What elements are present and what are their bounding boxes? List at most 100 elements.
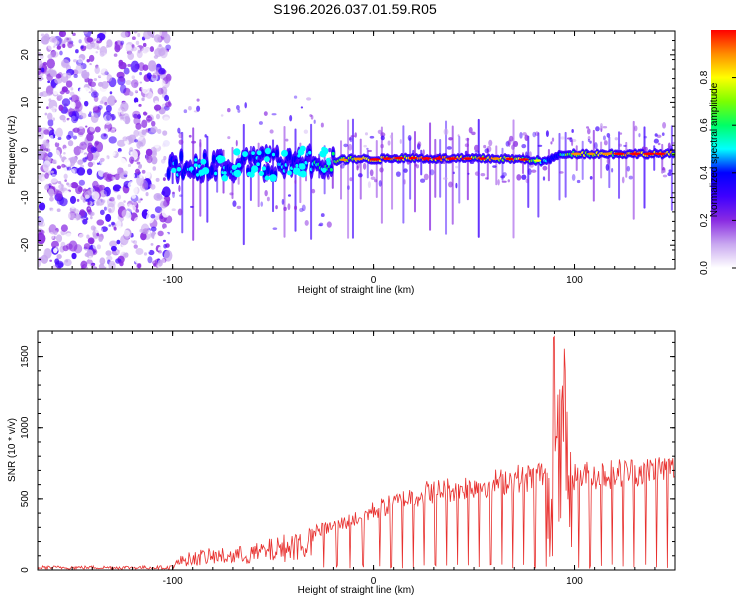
noise-speckle bbox=[38, 122, 44, 129]
spectral-streak bbox=[625, 141, 628, 178]
noise-speckle bbox=[82, 218, 88, 225]
noise-speckle bbox=[54, 77, 63, 84]
noise-speckle bbox=[154, 100, 159, 105]
noise-speckle bbox=[85, 185, 89, 189]
noise-speckle bbox=[157, 79, 166, 87]
spectral-speckle bbox=[369, 169, 374, 177]
noise-speckle bbox=[162, 239, 166, 243]
noise-speckle bbox=[157, 230, 164, 237]
noise-speckle bbox=[50, 170, 54, 174]
noise-speckle bbox=[63, 159, 71, 166]
noise-speckle bbox=[45, 183, 50, 188]
spectral-streak bbox=[495, 145, 498, 186]
ridge-hotspot bbox=[353, 157, 364, 161]
colorbar-tick-label: 0.2 bbox=[699, 213, 710, 227]
ridge-blob bbox=[292, 167, 301, 175]
noise-speckle bbox=[145, 109, 150, 113]
noise-speckle bbox=[141, 169, 146, 174]
noise-speckle bbox=[75, 63, 84, 74]
spectral-speckle bbox=[349, 177, 353, 182]
noise-speckle bbox=[101, 81, 109, 89]
noise-speckle bbox=[157, 259, 163, 267]
spectrogram-x-label: Height of straight line (km) bbox=[298, 285, 415, 296]
noise-speckle bbox=[47, 80, 51, 84]
noise-speckle bbox=[99, 51, 105, 57]
spectral-speckle bbox=[171, 191, 175, 195]
spectral-speckle bbox=[287, 194, 292, 197]
noise-speckle bbox=[106, 74, 113, 82]
spectral-streak bbox=[375, 139, 378, 198]
noise-speckle bbox=[86, 152, 94, 162]
noise-speckle bbox=[116, 226, 124, 234]
noise-speckle bbox=[111, 221, 115, 226]
noise-speckle bbox=[72, 32, 76, 37]
spectral-streak bbox=[192, 127, 195, 241]
noise-speckle bbox=[148, 200, 154, 206]
noise-speckle bbox=[66, 182, 70, 186]
noise-speckle bbox=[91, 112, 95, 117]
noise-speckle bbox=[92, 151, 100, 158]
spectral-streak bbox=[366, 149, 369, 179]
noise-speckle bbox=[137, 263, 142, 269]
noise-speckle bbox=[138, 103, 142, 107]
spectral-streak bbox=[458, 136, 461, 204]
spectral-speckle bbox=[626, 165, 631, 172]
noise-speckle bbox=[54, 141, 60, 148]
noise-speckle bbox=[97, 55, 106, 64]
noise-speckle bbox=[139, 179, 149, 192]
spectral-speckle bbox=[595, 126, 600, 132]
noise-speckle bbox=[142, 111, 148, 116]
spectral-speckle bbox=[387, 140, 391, 146]
spectral-speckle bbox=[237, 109, 241, 113]
spectral-speckle bbox=[600, 122, 603, 129]
noise-speckle bbox=[53, 31, 61, 37]
noise-speckle bbox=[155, 183, 159, 188]
noise-speckle bbox=[163, 199, 170, 208]
spectral-streak bbox=[409, 137, 412, 200]
noise-speckle bbox=[105, 250, 112, 256]
noise-speckle bbox=[46, 92, 51, 97]
ridge-blob bbox=[223, 171, 227, 175]
spectral-speckle bbox=[587, 138, 590, 143]
noise-speckle bbox=[163, 249, 173, 262]
noise-speckle bbox=[102, 172, 108, 178]
spectral-speckle bbox=[443, 128, 449, 136]
spectral-speckle bbox=[171, 208, 176, 212]
noise-speckle bbox=[47, 119, 54, 127]
noise-speckle bbox=[83, 42, 87, 47]
noise-speckle bbox=[86, 36, 94, 43]
ridge-blob bbox=[297, 148, 305, 156]
noise-speckle bbox=[101, 239, 108, 249]
noise-speckle bbox=[111, 126, 117, 131]
noise-speckle bbox=[109, 240, 118, 248]
spectral-speckle bbox=[507, 179, 510, 183]
noise-speckle bbox=[49, 69, 57, 77]
ridge-blob bbox=[236, 162, 242, 168]
noise-speckle bbox=[80, 45, 84, 49]
spectral-speckle bbox=[177, 127, 181, 134]
spectral-speckle bbox=[643, 135, 648, 139]
spectral-speckle bbox=[227, 136, 231, 140]
spectral-speckle bbox=[220, 114, 224, 117]
spectral-streak bbox=[439, 138, 442, 198]
noise-speckle bbox=[42, 61, 48, 66]
noise-speckle bbox=[57, 136, 62, 141]
spectral-speckle bbox=[269, 129, 274, 134]
noise-speckle bbox=[86, 168, 93, 176]
snr-y-label: SNR (10 * v/v) bbox=[7, 418, 18, 482]
noise-speckle bbox=[133, 232, 138, 237]
noise-speckle bbox=[122, 136, 128, 142]
noise-speckle bbox=[163, 116, 170, 122]
noise-speckle bbox=[150, 226, 157, 232]
spectral-speckle bbox=[311, 188, 316, 194]
noise-speckle bbox=[66, 166, 72, 171]
noise-speckle bbox=[58, 104, 64, 112]
ridge-blob bbox=[189, 166, 194, 171]
noise-speckle bbox=[98, 250, 103, 254]
noise-speckle bbox=[111, 176, 115, 181]
noise-speckle bbox=[97, 104, 103, 110]
noise-speckle bbox=[133, 82, 139, 88]
noise-speckle bbox=[124, 252, 129, 258]
noise-speckle bbox=[119, 76, 125, 82]
noise-speckle bbox=[78, 233, 86, 242]
